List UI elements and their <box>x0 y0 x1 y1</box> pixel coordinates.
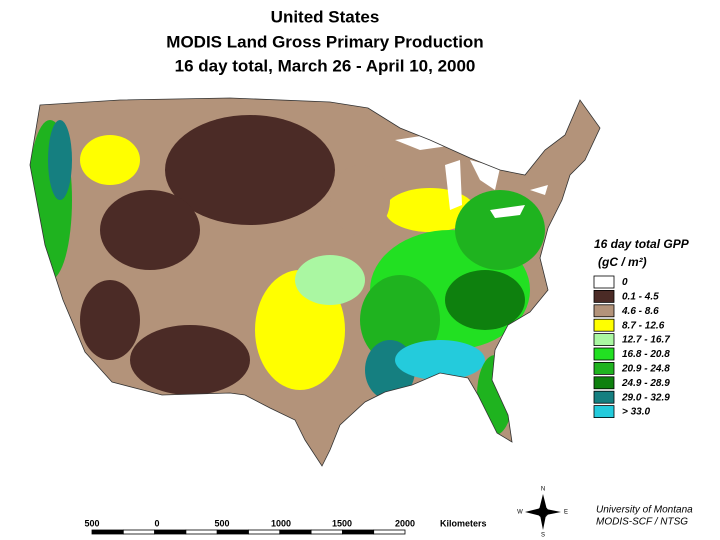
map-region <box>330 165 390 235</box>
map-region <box>48 120 72 200</box>
scale-label: 0 <box>154 518 159 528</box>
legend-label: 8.7 - 12.6 <box>622 320 665 331</box>
title: United States <box>271 7 380 26</box>
legend-swatch <box>593 275 615 289</box>
legend: 0 0.1 - 4.5 4.6 - 8.6 8.7 - 12.6 12.7 - 16.7… <box>593 275 670 419</box>
legend-label: 0.1 - 4.5 <box>622 292 659 303</box>
legend-swatch <box>593 390 615 404</box>
credit: MODIS-SCF / NTSG <box>596 517 688 528</box>
legend-title: 16 day total GPP <box>594 237 690 251</box>
compass-rose <box>525 494 561 530</box>
scale-segment <box>216 529 249 535</box>
legend-label: 29.0 - 32.9 <box>621 392 670 403</box>
credit: University of Montana <box>596 505 693 516</box>
scale-label: 500 <box>214 518 229 528</box>
scale-unit: Kilometers <box>440 518 487 528</box>
legend-swatch <box>593 376 615 390</box>
legend-swatch <box>593 333 615 347</box>
map-region <box>455 190 545 270</box>
scale-label: 2000 <box>395 518 415 528</box>
scale-segment <box>279 529 312 535</box>
scale-label: 1000 <box>271 518 291 528</box>
legend-label: > 33.0 <box>622 407 651 418</box>
scale-segment <box>248 529 281 535</box>
scale-label: 500 <box>84 518 99 528</box>
legend-label: 24.9 - 28.9 <box>621 378 670 389</box>
map-region <box>165 115 335 225</box>
map-region <box>100 190 200 270</box>
map <box>30 98 600 466</box>
compass-label: N <box>541 487 545 493</box>
scale-segment <box>154 529 187 535</box>
legend-label: 0 <box>622 277 628 288</box>
compass-ring <box>537 506 549 518</box>
legend-swatch <box>593 405 615 419</box>
legend-units: (gC / m²) <box>598 255 647 269</box>
scale-segment <box>310 529 343 535</box>
map-region <box>80 280 140 360</box>
title: MODIS Land Gross Primary Production <box>166 32 483 51</box>
legend-swatch <box>593 361 615 375</box>
scale-segment <box>341 529 375 535</box>
legend-label: 4.6 - 8.6 <box>621 306 659 317</box>
scale-label: 1500 <box>332 518 352 528</box>
map-region <box>395 340 485 380</box>
legend-swatch <box>593 304 615 318</box>
map-region <box>295 255 365 305</box>
map-region <box>445 270 525 330</box>
scale-segment <box>122 529 156 535</box>
compass-label: E <box>564 510 568 516</box>
compass: N E S W <box>517 487 568 539</box>
scale-segment <box>185 529 218 535</box>
scale-segment <box>91 529 124 535</box>
title: 16 day total, March 26 - April 10, 2000 <box>175 56 476 75</box>
legend-label: 16.8 - 20.8 <box>622 349 670 360</box>
legend-swatch <box>593 347 615 361</box>
scale-segment <box>373 529 406 535</box>
map-region <box>80 135 140 185</box>
legend-label: 12.7 - 16.7 <box>622 335 670 346</box>
map-region <box>130 325 250 395</box>
scale-bar: 500 0 500 1000 1500 2000 <box>84 518 415 535</box>
legend-label: 20.9 - 24.8 <box>621 364 670 375</box>
compass-label: S <box>541 533 545 539</box>
lake <box>395 133 548 218</box>
legend-swatch <box>593 289 615 303</box>
map-region <box>477 355 513 435</box>
legend-swatch <box>593 318 615 332</box>
compass-label: W <box>517 510 523 516</box>
